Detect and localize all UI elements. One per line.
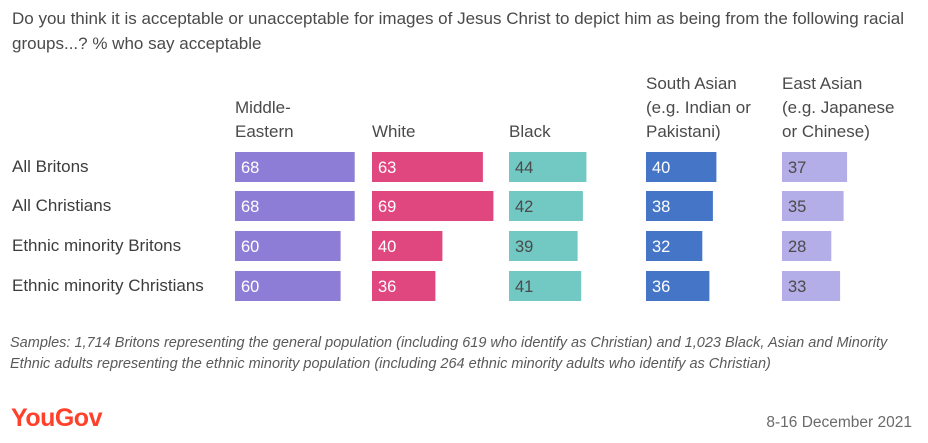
column-header: White (372, 120, 415, 144)
bar-value-label: 63 (378, 159, 396, 177)
bar-value-label: 41 (515, 278, 533, 296)
column-header-line: or Chinese) (782, 122, 870, 141)
row-label: Ethnic minority Britons (12, 236, 182, 255)
bar (372, 152, 483, 182)
bar (646, 191, 713, 221)
bar (509, 191, 583, 221)
column-header: East Asian (e.g. Japanese or Chinese) (782, 72, 894, 144)
bar-value-label: 36 (378, 278, 396, 296)
bar (646, 231, 703, 261)
row-label: Ethnic minority Christians (12, 276, 204, 295)
bar (509, 231, 578, 261)
bar (235, 191, 355, 221)
column-header-line: Middle- (235, 98, 291, 117)
bar (782, 152, 848, 182)
bar (509, 152, 587, 182)
survey-date: 8-16 December 2021 (766, 414, 912, 431)
bar (235, 271, 341, 301)
bar-value-label: 60 (241, 238, 259, 256)
chart-title: Do you think it is acceptable or unaccep… (12, 9, 905, 53)
bar-value-label: 33 (788, 278, 806, 296)
bar (782, 271, 841, 301)
row-label: All Christians (12, 196, 112, 215)
bar (646, 152, 717, 182)
bar (372, 231, 443, 261)
column-header-line: (e.g. Indian or (646, 98, 751, 117)
bar-value-label: 44 (515, 159, 533, 177)
column-header-line: Pakistani) (646, 122, 721, 141)
bar-value-label: 39 (515, 238, 533, 256)
bar (235, 231, 341, 261)
bar-value-label: 68 (241, 159, 259, 177)
column-header: Middle- Eastern (235, 96, 294, 144)
column-header: South Asian (e.g. Indian or Pakistani) (646, 72, 751, 144)
bar-value-label: 60 (241, 278, 259, 296)
column-header-line: Black (509, 122, 551, 141)
bar-value-label: 40 (652, 159, 670, 177)
bar-value-label: 35 (788, 198, 806, 216)
bar-chart: 68 68 60 60 63 69 40 36 44 42 39 41 40 38 32 36 37 35 28 33 (235, 152, 848, 301)
bar-value-label: 36 (652, 278, 670, 296)
bar (235, 152, 355, 182)
sample-note: Samples: 1,714 Britons representing the … (10, 335, 888, 372)
column-header: Black (509, 120, 551, 144)
column-header-line: East Asian (782, 74, 863, 93)
column-header-line: South Asian (646, 74, 737, 93)
bar (372, 191, 494, 221)
bar (509, 271, 582, 301)
bar (782, 231, 832, 261)
bar-value-label: 40 (378, 238, 396, 256)
bar (372, 271, 436, 301)
bar (646, 271, 710, 301)
column-header-line: Eastern (235, 122, 294, 141)
bar-value-label: 68 (241, 198, 259, 216)
column-header-line: White (372, 122, 416, 141)
bar-value-label: 69 (378, 198, 396, 216)
bar-value-label: 28 (788, 238, 806, 256)
bar-value-label: 37 (788, 159, 806, 177)
bar-value-label: 42 (515, 198, 533, 216)
row-label: All Britons (12, 157, 89, 176)
bar (782, 191, 844, 221)
column-header-line: (e.g. Japanese (782, 98, 895, 117)
yougov-logo: YouGov (11, 404, 102, 432)
bar-value-label: 32 (652, 238, 670, 256)
bar-value-label: 38 (652, 198, 670, 216)
